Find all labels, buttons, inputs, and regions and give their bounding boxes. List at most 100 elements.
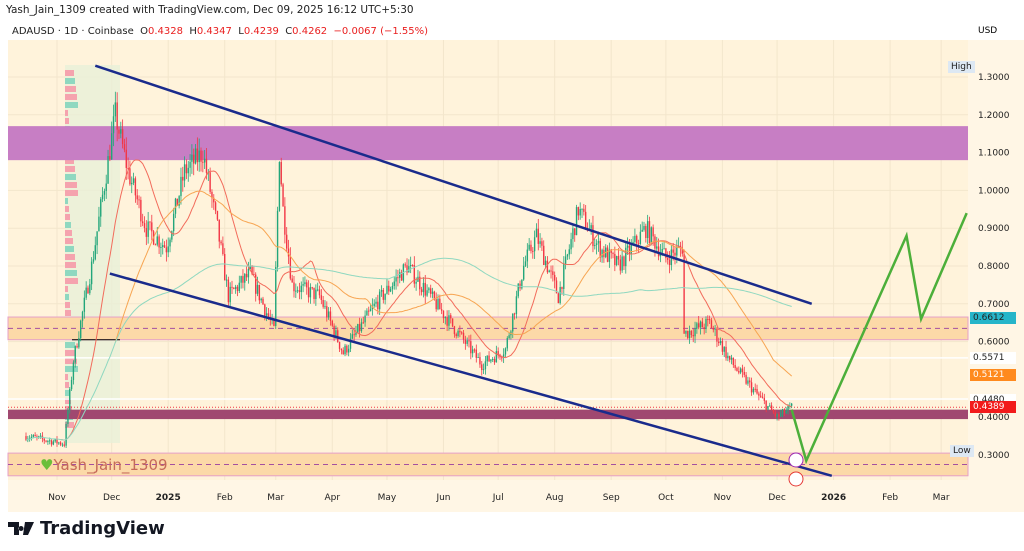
volume-profile-bar	[65, 222, 71, 228]
candle-body	[320, 295, 323, 300]
candle-body	[265, 313, 268, 316]
us-flag-icon	[788, 471, 804, 487]
candle-body	[594, 245, 596, 247]
candle-body	[342, 350, 344, 355]
candle-body	[493, 358, 496, 363]
candle-body	[486, 355, 488, 362]
candle-body	[431, 291, 434, 294]
candle-body	[590, 225, 592, 229]
volume-profile-bar	[65, 118, 69, 124]
candle-body	[712, 328, 714, 330]
candle-body	[665, 248, 667, 259]
candle-body	[559, 287, 561, 304]
candle-body	[65, 423, 67, 446]
candle-body	[295, 290, 297, 292]
candle-body	[296, 290, 299, 292]
candle-body	[646, 221, 649, 238]
x-tick-label: Oct	[658, 493, 674, 503]
candle-body	[776, 414, 778, 417]
candle-body	[714, 328, 716, 330]
candle-body	[149, 221, 151, 223]
candle-body	[541, 241, 543, 246]
x-tick-label: Aug	[546, 493, 564, 503]
candle-body	[378, 291, 381, 310]
candle-body	[408, 266, 410, 273]
candle-body	[395, 277, 397, 282]
candle-body	[430, 288, 432, 294]
volume-profile-bar	[65, 174, 76, 180]
y-tick-label: 0.8000	[978, 262, 1010, 272]
x-tick-label: Mar	[933, 493, 950, 503]
volume-profile-bar	[65, 102, 78, 108]
candle-body	[404, 264, 406, 266]
candle-body	[34, 435, 36, 437]
candle-body	[238, 282, 240, 291]
price-label: 0.5571	[970, 351, 1016, 364]
candle-body	[687, 330, 689, 339]
candle-body	[333, 325, 335, 337]
y-tick-label: 0.9000	[978, 224, 1010, 234]
candle-body	[38, 436, 40, 438]
candle-body	[249, 266, 251, 270]
candle-body	[769, 405, 771, 407]
candle-body	[358, 324, 361, 332]
candle-body	[699, 321, 702, 328]
candle-body	[491, 358, 494, 360]
candle-body	[674, 252, 676, 256]
open-label: O	[140, 26, 148, 37]
candle-body	[275, 266, 277, 326]
volume-profile-bar	[65, 198, 68, 204]
candle-body	[335, 330, 337, 337]
symbol-legend: ADAUSD · 1D · Coinbase O0.4328 H0.4347 L…	[12, 26, 428, 37]
tradingview-logo[interactable]: TradingView	[8, 518, 165, 539]
candle-body	[741, 368, 744, 372]
candle-body	[561, 287, 563, 289]
candle-body	[25, 436, 27, 441]
change-value: −0.0067 (−1.55%)	[333, 26, 429, 37]
low-value: 0.4239	[243, 26, 279, 37]
candle-body	[528, 244, 530, 250]
candle-body	[437, 298, 439, 310]
candle-body	[645, 226, 647, 238]
candle-body	[464, 339, 467, 344]
candle-body	[657, 246, 660, 257]
candle-body	[708, 319, 711, 321]
candle-body	[685, 330, 687, 334]
candle-body	[260, 298, 262, 301]
candle-body	[74, 346, 76, 363]
candle-body	[43, 438, 45, 441]
candle-body	[316, 289, 319, 291]
candle-body	[110, 133, 113, 160]
candle-body	[85, 287, 87, 298]
candle-body	[315, 289, 317, 299]
price-label: 0.4389	[970, 401, 1016, 414]
x-tick-label: 2026	[821, 493, 846, 503]
candle-body	[324, 306, 326, 308]
candle-body	[719, 340, 722, 344]
candle-body	[501, 357, 503, 359]
candle-body	[94, 245, 96, 260]
candle-body	[229, 286, 231, 303]
candle-body	[667, 258, 669, 260]
candle-body	[550, 270, 552, 272]
candle-body	[462, 332, 465, 340]
candle-body	[524, 261, 527, 266]
candle-body	[630, 244, 632, 255]
candle-body	[373, 303, 375, 307]
candle-body	[555, 280, 558, 294]
candle-body	[763, 398, 766, 401]
candle-body	[470, 341, 472, 354]
candle-body	[240, 276, 242, 283]
candle-body	[171, 231, 173, 240]
candle-body	[143, 223, 146, 229]
candle-body	[388, 285, 390, 292]
candle-body	[435, 299, 437, 310]
currency-button[interactable]: USD	[972, 23, 1014, 39]
volume-profile-bar	[65, 230, 72, 236]
candle-body	[584, 211, 587, 230]
candle-body	[194, 148, 197, 164]
price-label: 0.6612	[970, 312, 1016, 325]
candle-body	[353, 334, 355, 336]
candle-body	[253, 274, 255, 276]
